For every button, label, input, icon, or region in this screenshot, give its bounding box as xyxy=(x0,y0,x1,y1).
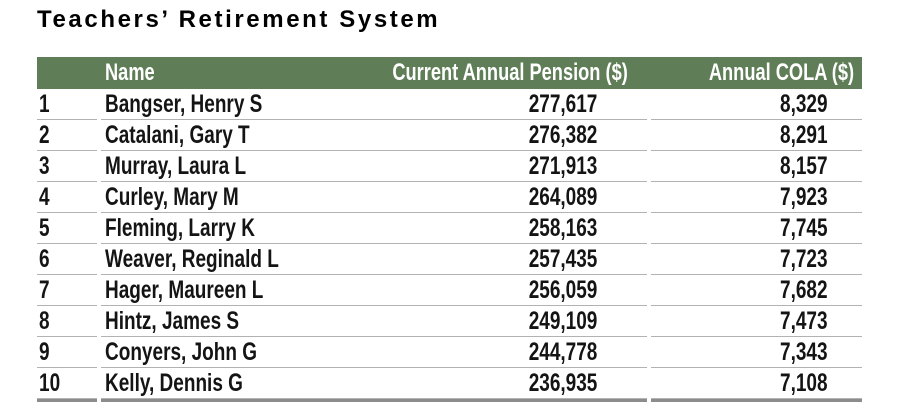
name-value: Hager, Maureen L xyxy=(105,275,264,304)
cola-cell: 8,329 xyxy=(651,89,862,120)
name-pension-cell: Kelly, Dennis G 236,935 xyxy=(101,368,647,399)
name-pension-cell: Hintz, James S 249,109 xyxy=(101,306,647,337)
pension-value: 257,435 xyxy=(528,244,597,273)
rank-value: 7 xyxy=(39,275,50,304)
rank-value: 8 xyxy=(39,306,50,335)
rank-cell: 10 xyxy=(37,368,97,399)
header-cola-label: Annual COLA ($) xyxy=(708,59,854,86)
cola-value: 7,108 xyxy=(780,368,828,397)
header-name-pension-cell: Name Current Annual Pension ($) xyxy=(101,57,647,89)
rank-cell: 2 xyxy=(37,120,97,151)
rank-cell: 6 xyxy=(37,244,97,275)
table-row: 8 Hintz, James S 249,109 7,473 xyxy=(37,306,862,337)
rank-value: 3 xyxy=(39,151,50,180)
rank-value: 4 xyxy=(39,182,50,211)
name-pension-cell: Bangser, Henry S 277,617 xyxy=(101,89,647,120)
header-name-label: Name xyxy=(105,59,155,86)
cola-cell: 7,745 xyxy=(651,213,862,244)
name-pension-cell: Hager, Maureen L 256,059 xyxy=(101,275,647,306)
name-pension-cell: Conyers, John G 244,778 xyxy=(101,337,647,368)
cola-cell: 8,291 xyxy=(651,120,862,151)
rank-value: 5 xyxy=(39,213,50,242)
name-value: Bangser, Henry S xyxy=(105,89,263,118)
rank-value: 1 xyxy=(39,89,50,118)
cola-value: 8,291 xyxy=(780,120,828,149)
cola-cell: 7,108 xyxy=(651,368,862,399)
name-pension-cell: Weaver, Reginald L 257,435 xyxy=(101,244,647,275)
table-row: 2 Catalani, Gary T 276,382 8,291 xyxy=(37,120,862,151)
cola-cell: 8,157 xyxy=(651,151,862,182)
pension-value: 256,059 xyxy=(528,275,597,304)
rank-cell: 7 xyxy=(37,275,97,306)
header-pension-label: Current Annual Pension ($) xyxy=(392,59,628,86)
name-value: Murray, Laura L xyxy=(105,151,247,180)
pension-value: 277,617 xyxy=(528,89,597,118)
table-row: 10 Kelly, Dennis G 236,935 7,108 xyxy=(37,368,862,399)
cola-value: 7,682 xyxy=(780,275,828,304)
table-header-row: Name Current Annual Pension ($) Annual C… xyxy=(37,57,862,89)
rank-value: 2 xyxy=(39,120,50,149)
cola-value: 7,745 xyxy=(780,213,828,242)
cola-value: 7,473 xyxy=(780,306,828,335)
name-value: Catalani, Gary T xyxy=(105,120,250,149)
pension-value: 271,913 xyxy=(528,151,597,180)
name-value: Kelly, Dennis G xyxy=(105,368,243,397)
cola-cell: 7,723 xyxy=(651,244,862,275)
pension-value: 236,935 xyxy=(528,368,597,397)
table-row: 1 Bangser, Henry S 277,617 8,329 xyxy=(37,89,862,120)
header-rank-cell xyxy=(37,57,97,89)
name-value: Fleming, Larry K xyxy=(105,213,255,242)
pension-value: 249,109 xyxy=(528,306,597,335)
table-row: 4 Curley, Mary M 264,089 7,923 xyxy=(37,182,862,213)
table-row: 9 Conyers, John G 244,778 7,343 xyxy=(37,337,862,368)
table-row: 6 Weaver, Reginald L 257,435 7,723 xyxy=(37,244,862,275)
cola-cell: 7,343 xyxy=(651,337,862,368)
rank-cell: 5 xyxy=(37,213,97,244)
cola-cell: 7,682 xyxy=(651,275,862,306)
table-body: 1 Bangser, Henry S 277,617 8,329 2 Catalani, … xyxy=(37,89,862,399)
cola-value: 8,329 xyxy=(780,89,828,118)
cola-value: 7,923 xyxy=(780,182,828,211)
pension-value: 244,778 xyxy=(528,337,597,366)
page-title: Teachers’ Retirement System xyxy=(37,6,441,33)
name-value: Curley, Mary M xyxy=(105,182,239,211)
header-cola-cell: Annual COLA ($) xyxy=(651,57,862,89)
rank-value: 6 xyxy=(39,244,50,273)
bottom-rule-segment xyxy=(37,399,97,402)
pension-value: 258,163 xyxy=(528,213,597,242)
name-pension-cell: Catalani, Gary T 276,382 xyxy=(101,120,647,151)
rank-cell: 8 xyxy=(37,306,97,337)
bottom-rule-segment xyxy=(101,399,647,402)
rank-cell: 9 xyxy=(37,337,97,368)
name-pension-cell: Curley, Mary M 264,089 xyxy=(101,182,647,213)
rank-value: 10 xyxy=(39,368,61,397)
rank-cell: 4 xyxy=(37,182,97,213)
name-pension-cell: Murray, Laura L 271,913 xyxy=(101,151,647,182)
rank-cell: 1 xyxy=(37,89,97,120)
name-value: Weaver, Reginald L xyxy=(105,244,279,273)
table-row: 3 Murray, Laura L 271,913 8,157 xyxy=(37,151,862,182)
rank-value: 9 xyxy=(39,337,50,366)
cola-value: 7,343 xyxy=(780,337,828,366)
table-row: 7 Hager, Maureen L 256,059 7,682 xyxy=(37,275,862,306)
pension-value: 264,089 xyxy=(528,182,597,211)
bottom-rule-segment xyxy=(651,399,862,402)
name-value: Conyers, John G xyxy=(105,337,258,366)
cola-cell: 7,923 xyxy=(651,182,862,213)
cola-value: 7,723 xyxy=(780,244,828,273)
table-row: 5 Fleming, Larry K 258,163 7,745 xyxy=(37,213,862,244)
rank-cell: 3 xyxy=(37,151,97,182)
pension-value: 276,382 xyxy=(528,120,597,149)
pension-table: Name Current Annual Pension ($) Annual C… xyxy=(37,57,862,402)
name-pension-cell: Fleming, Larry K 258,163 xyxy=(101,213,647,244)
cola-value: 8,157 xyxy=(780,151,828,180)
cola-cell: 7,473 xyxy=(651,306,862,337)
table-bottom-rule xyxy=(37,399,862,402)
name-value: Hintz, James S xyxy=(105,306,240,335)
